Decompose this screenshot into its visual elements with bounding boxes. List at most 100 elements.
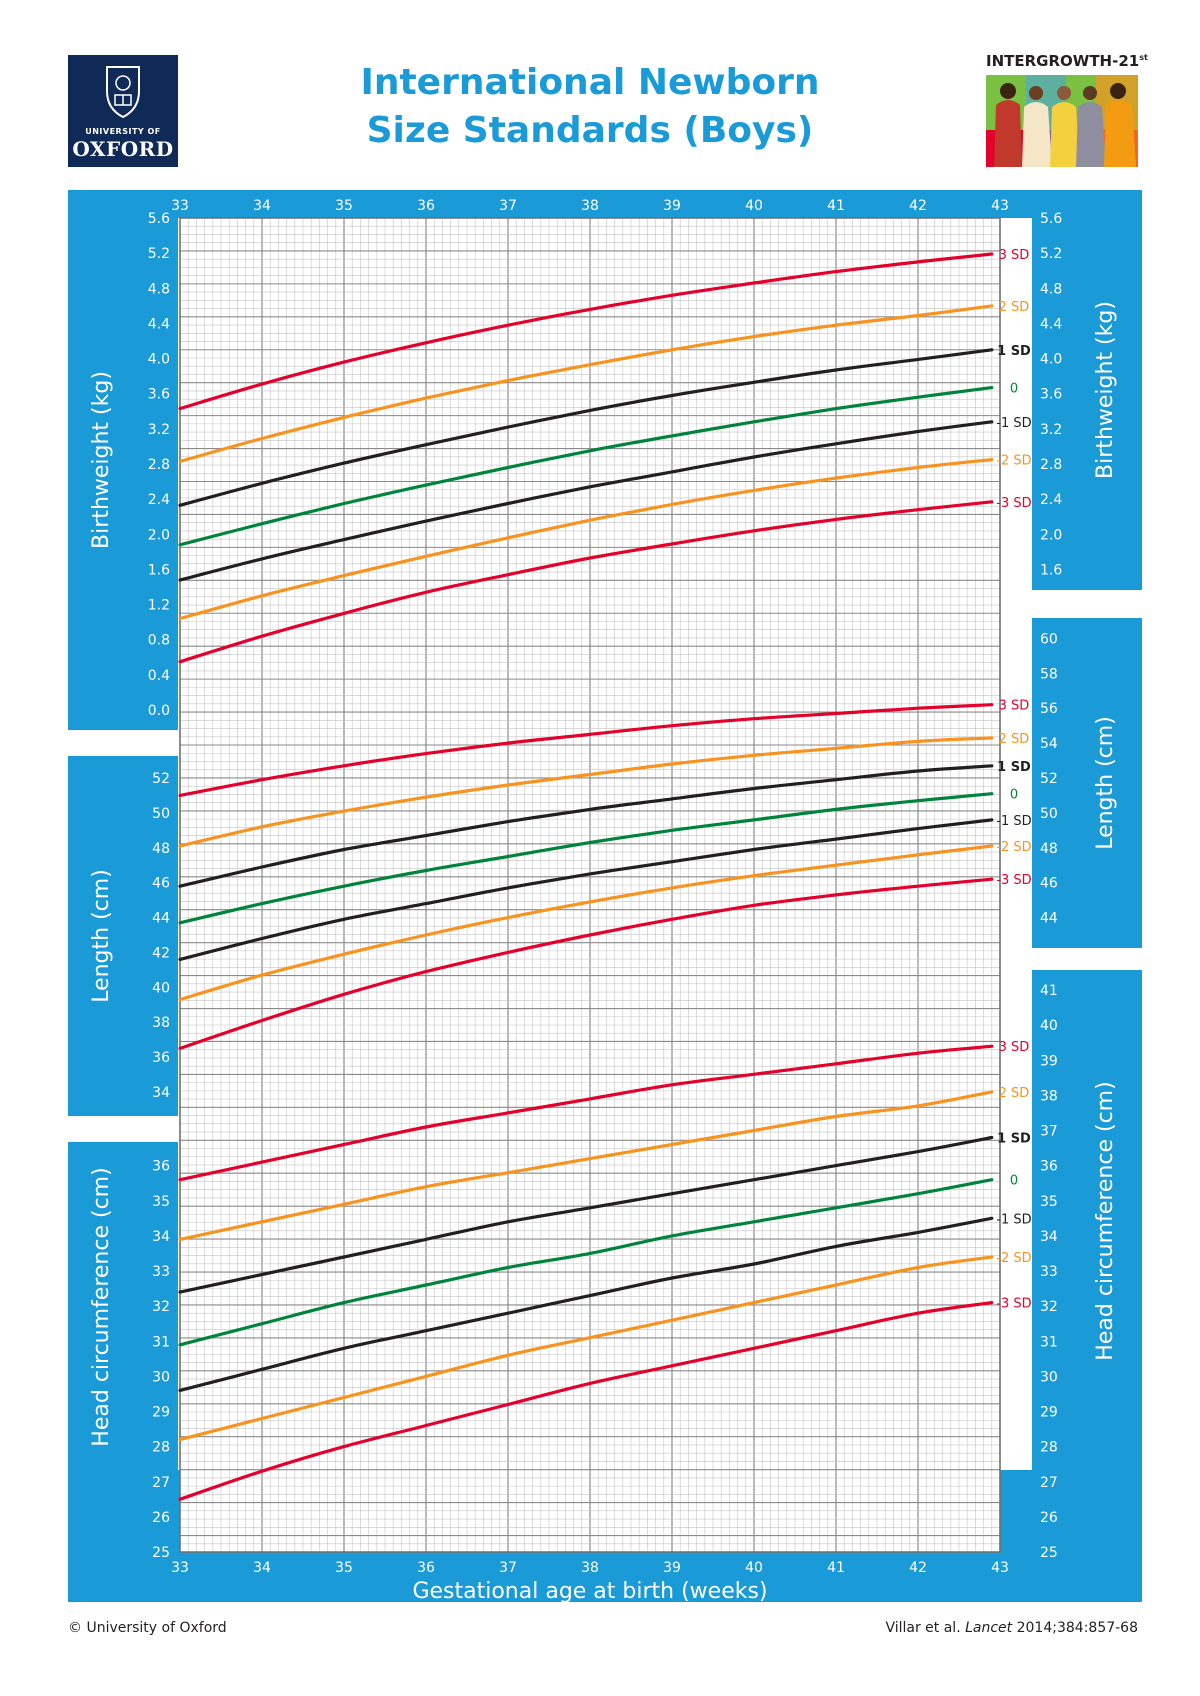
badge-sup: st [1139, 53, 1148, 62]
y-tick-label-left: 34 [152, 1085, 170, 1101]
x-tick-label-bottom: 40 [745, 1560, 763, 1576]
page-title-line2: Size Standards (Boys) [366, 110, 814, 151]
y-tick-label-right: 26 [1040, 1510, 1058, 1526]
citation-journal: Lancet [965, 1620, 1013, 1636]
x-tick-label-top: 33 [171, 198, 189, 214]
y-tick-label-right: 34 [1040, 1229, 1058, 1245]
x-tick-label-bottom: 34 [253, 1560, 271, 1576]
oxford-crest-icon [106, 66, 140, 119]
y-axis-title-left: Birthweight (kg) [89, 371, 114, 549]
y-tick-label-right: 2.4 [1040, 492, 1062, 508]
panel-band-right [1032, 618, 1142, 948]
y-tick-label-left: 33 [152, 1264, 170, 1280]
citation-prefix: Villar et al. [885, 1620, 966, 1636]
curve-head_circumference [178, 1044, 994, 1182]
y-tick-label-right: 37 [1040, 1124, 1058, 1140]
x-tick-label-bottom: 39 [663, 1560, 681, 1576]
curve-head_circumference [178, 1216, 994, 1392]
curve-head_circumference [178, 1301, 994, 1501]
logo-oxford-text: OXFORD [72, 137, 174, 161]
sd-label: 3 SD [999, 1040, 1030, 1055]
y-tick-label-left: 2.4 [148, 492, 170, 508]
y-tick-label-right: 32 [1040, 1299, 1058, 1315]
y-tick-label-right: 4.8 [1040, 281, 1062, 297]
sd-label: 1 SD [997, 1132, 1031, 1147]
panel-birthweight: 0.0 0.4 0.8 1.2 1.6 2.0 2.4 2.8 3.2 3.6 4.0 4.4 4.8 5… [89, 211, 1118, 719]
panel-head_circumference: 25 26 27 28 29 30 31 32 33 34 35 36 25 26 27 28 29 30 31 32… [89, 983, 1118, 1561]
y-tick-label-left: 32 [152, 1299, 170, 1315]
sd-label: -3 SD [996, 1297, 1031, 1312]
y-tick-label-right: 36 [1040, 1159, 1058, 1175]
y-axis-title-left: Length (cm) [89, 869, 114, 1003]
y-tick-label-left: 28 [152, 1440, 170, 1456]
page-title-line1: International Newborn [360, 62, 820, 103]
curve-birthweight [178, 458, 994, 621]
curve-head_circumference [178, 1090, 994, 1241]
y-tick-label-left: 3.2 [148, 422, 170, 438]
sd-label: -3 SD [996, 873, 1031, 888]
x-tick-label-top: 37 [499, 198, 517, 214]
y-tick-label-right: 50 [1040, 806, 1058, 822]
y-tick-label-right: 31 [1040, 1334, 1058, 1350]
x-tick-label-bottom: 43 [991, 1560, 1009, 1576]
curve-length [178, 877, 994, 1050]
y-tick-label-left: 0.8 [148, 633, 170, 649]
y-tick-label-left: 38 [152, 1015, 170, 1031]
x-tick-label-bottom: 36 [417, 1560, 435, 1576]
sd-label: 0 [1010, 1174, 1018, 1189]
curve-length [178, 818, 994, 961]
y-tick-label-left: 44 [152, 911, 170, 927]
y-tick-label-left: 5.2 [148, 246, 170, 262]
x-tick-label-bottom: 41 [827, 1560, 845, 1576]
y-tick-label-left: 36 [152, 1159, 170, 1175]
y-tick-label-right: 3.2 [1040, 422, 1062, 438]
y-tick-label-right: 52 [1040, 771, 1058, 787]
sd-label: 2 SD [999, 1086, 1030, 1101]
curve-birthweight [178, 348, 994, 507]
copyright-text: © University of Oxford [68, 1620, 227, 1636]
y-tick-label-right: 56 [1040, 701, 1058, 717]
intergrowth-women-illustration [986, 75, 1138, 167]
x-axis-title: Gestational age at birth (weeks) [412, 1579, 767, 1604]
panel-band-left [68, 756, 178, 1116]
curve-head_circumference [178, 1135, 994, 1294]
curve-birthweight [178, 252, 994, 411]
curve-length [178, 844, 994, 1002]
x-tick-label-top: 38 [581, 198, 599, 214]
curve-birthweight [178, 500, 994, 664]
y-tick-label-right: 46 [1040, 876, 1058, 892]
y-tick-label-left: 1.6 [148, 562, 170, 578]
y-tick-label-right: 3.6 [1040, 387, 1062, 403]
intergrowth-badge-text: INTERGROWTH-21st [986, 52, 1148, 70]
curve-birthweight [178, 386, 994, 547]
sd-label: -1 SD [996, 814, 1031, 829]
panel-band-right [1032, 190, 1142, 590]
y-tick-label-right: 60 [1040, 631, 1058, 647]
curve-birthweight [178, 304, 994, 463]
y-tick-label-left: 25 [152, 1545, 170, 1561]
y-tick-label-left: 40 [152, 980, 170, 996]
x-tick-label-top: 35 [335, 198, 353, 214]
y-tick-label-left: 1.2 [148, 598, 170, 614]
y-tick-label-left: 34 [152, 1229, 170, 1245]
x-tick-label-bottom: 38 [581, 1560, 599, 1576]
y-tick-label-left: 0.0 [148, 703, 170, 719]
citation-suffix: 2014;384:857-68 [1012, 1620, 1138, 1636]
sd-label: 1 SD [997, 344, 1031, 359]
y-tick-label-left: 5.6 [148, 211, 170, 227]
y-tick-label-right: 27 [1040, 1475, 1058, 1491]
panel-band-left [68, 1142, 178, 1472]
sd-label: 3 SD [999, 699, 1030, 714]
x-tick-label-bottom: 37 [499, 1560, 517, 1576]
panel-length: 34 36 38 40 42 44 46 48 50 52 44 46 48 50 52 54 56 58 60 Le… [89, 631, 1118, 1101]
logo-university-text: UNIVERSITY OF [85, 127, 161, 136]
y-tick-label-left: 35 [152, 1194, 170, 1210]
y-tick-label-right: 54 [1040, 736, 1058, 752]
y-tick-label-left: 26 [152, 1510, 170, 1526]
y-tick-label-left: 2.8 [148, 457, 170, 473]
sd-label: -2 SD [996, 840, 1031, 855]
x-tick-label-top: 36 [417, 198, 435, 214]
citation-text: Villar et al. Lancet 2014;384:857-68 [885, 1620, 1138, 1636]
sd-label: 2 SD [999, 732, 1030, 747]
x-tick-label-bottom: 35 [335, 1560, 353, 1576]
